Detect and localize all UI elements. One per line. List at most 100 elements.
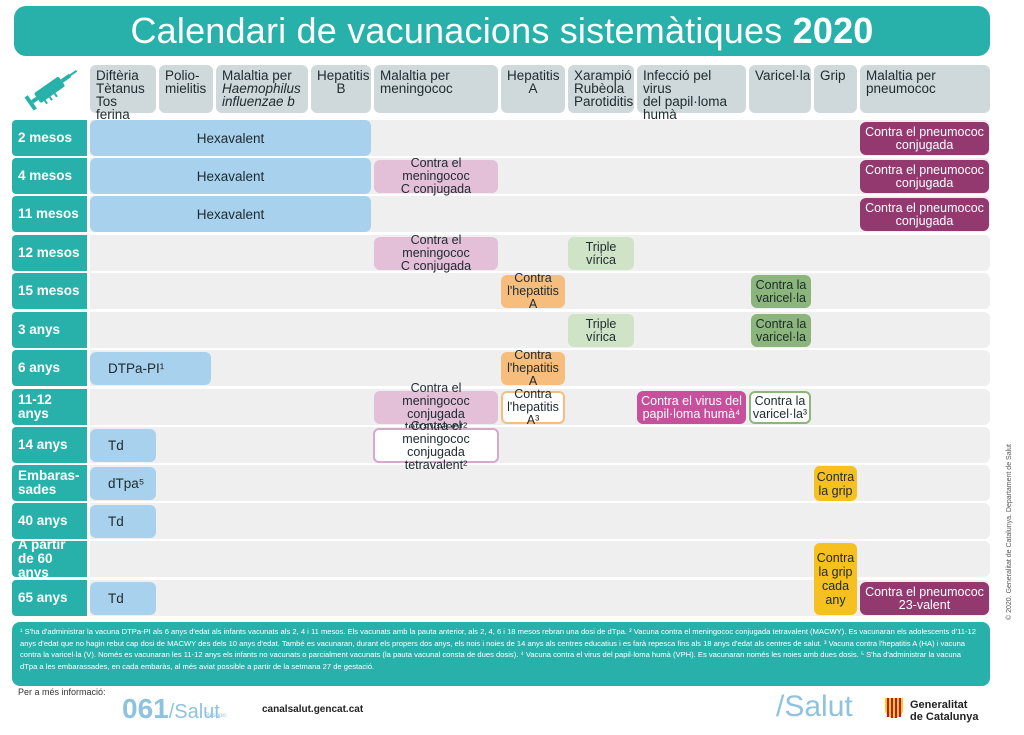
website-link[interactable]: canalsalut.gencat.cat [262, 704, 364, 715]
col-text: Haemophilus [222, 81, 301, 96]
col-header-polio: Polio- mielitis [159, 65, 213, 113]
salut-logo: /Salut [776, 690, 853, 723]
vaccine-pneumococ-conjugada: Contra el pneumococ conjugada [860, 122, 989, 155]
cell-text: Contra [514, 387, 552, 401]
col-header-vph: Infecció pel virus del papil·loma humà [637, 65, 746, 121]
footnote-line: anys d'edat que no hagin rebut cap dosi … [20, 638, 966, 648]
vaccine-vph: Contra el virus del papil·loma humà⁴ [637, 391, 746, 424]
col-text: Malaltia per [222, 68, 292, 83]
row-bg [90, 235, 990, 271]
row-label: 40 anys [12, 503, 87, 539]
cell-text: Contra el meningococ [402, 418, 470, 446]
cell-text: Contra la [755, 277, 807, 292]
col-header-hib: Malaltia per Haemophilus influenzae b [216, 65, 308, 113]
vaccine-hepatitis-a-catchup: Contra l'hepatitis A³ [501, 387, 565, 427]
col-header-hepb: Hepatitis B [311, 65, 371, 113]
logo-061-salut: 061/Salut [122, 693, 220, 725]
cell-text: any [825, 593, 846, 607]
col-text: Diftèria [96, 68, 139, 83]
vaccine-grip: Contra la grip [814, 466, 857, 501]
cell-text: Contra el virus del [641, 393, 742, 408]
row-label: 15 mesos [12, 273, 87, 309]
cell-text: la grip [818, 483, 853, 498]
row-bg [90, 503, 990, 539]
col-header-grip: Grip [814, 65, 857, 113]
col-text: Grip [820, 68, 846, 83]
row-label: 11-12 anys [12, 389, 87, 425]
col-text: Hepatitis [317, 68, 370, 83]
footnotes: ¹ S'ha d'administrar la vacuna DTPa-PI a… [12, 622, 990, 686]
vaccine-hexavalent: Hexavalent [90, 196, 371, 232]
vaccine-meningococ-c: Contra el meningococ C conjugada [374, 156, 498, 196]
col-header-hepa: Hepatitis A [501, 65, 565, 113]
cell-text: conjugada tetravalent² [404, 444, 468, 472]
col-text: Polio- [165, 68, 200, 83]
cell-text: varicel·la³ [752, 406, 808, 421]
row-label: 11 mesos [12, 196, 87, 232]
col-text: humà [643, 107, 677, 122]
row-label: 14 anys [12, 427, 87, 463]
vaccine-pneumococ-conjugada: Contra el pneumococ conjugada [860, 198, 989, 231]
row-label: A partir de 60 anys [12, 538, 87, 580]
generalitat-logo-text: Generalitat de Catalunya [910, 699, 978, 723]
footnote-line: contra la varicel·la (V). Només es vacun… [20, 650, 962, 659]
vaccine-hexavalent: Hexavalent [90, 120, 371, 156]
vaccine-td: Td [90, 582, 156, 615]
cell-text: Contra [816, 469, 855, 484]
row-bg [90, 427, 990, 463]
gen-line: de Catalunya [910, 711, 979, 723]
vaccine-td: Td [90, 505, 156, 538]
cell-text: papil·loma humà⁴ [642, 406, 741, 421]
row-label: 4 mesos [12, 158, 87, 194]
col-text: mielitis [165, 81, 207, 96]
vaccine-td: Td [90, 429, 156, 462]
syringe-icon [20, 62, 84, 114]
cell-text: Contra la [754, 393, 806, 408]
vaccine-triple-virica: Triple vírica [568, 314, 634, 347]
col-text: Rubèola [574, 81, 625, 96]
row-label: Embaras-sades [12, 465, 87, 501]
cell-text: Contra el pneumococ [865, 162, 984, 177]
col-text: Varicel·la [755, 68, 811, 83]
vaccine-pneumococ-conjugada: Contra el pneumococ conjugada [860, 160, 989, 193]
logo-respon: Respon [205, 713, 226, 719]
copyright-notice: © 2020. Generalitat de Catalunya. Depart… [1006, 444, 1013, 620]
col-text: Infecció pel virus [643, 68, 712, 96]
row-label: 65 anys [12, 580, 87, 616]
cell-text: Contra el pneumococ [865, 124, 984, 139]
page-title: Calendari de vacunacions sistemàtiques 2… [14, 6, 990, 56]
cell-text: l'hepatitis A³ [507, 400, 559, 427]
cell-text: varicel·la [755, 329, 806, 344]
col-header-dtp: Diftèria Tètanus Tos ferina [90, 65, 156, 121]
cell-text: cada [821, 579, 850, 593]
vaccine-hepatitis-a: Contra l'hepatitis A [501, 272, 565, 311]
vaccine-meningococ-tetravalent: Contra el meningococ conjugada tetravalen… [374, 381, 498, 433]
col-header-xrp: Xarampió Rubèola Parotiditis [568, 65, 634, 113]
cell-text: la grip [818, 565, 853, 579]
row-label: 3 anys [12, 312, 87, 348]
col-text: Malaltia per [866, 68, 936, 83]
vaccine-meningococ-tetravalent-catchup: Contra el meningococ conjugada tetravalen… [373, 419, 499, 471]
cell-text: Contra el meningococ [402, 156, 470, 183]
col-text: pneumococ [866, 81, 936, 96]
cell-text: conjugada [895, 175, 954, 190]
vaccine-hexavalent: Hexavalent [90, 158, 371, 194]
vaccine-varicella-catchup: Contra la varicel·la³ [749, 391, 811, 424]
col-text: Hepatitis [507, 68, 560, 83]
col-text: Xarampió [574, 68, 632, 83]
cell-text: C conjugada [400, 259, 472, 273]
col-text: A [528, 81, 538, 96]
cell-text: varicel·la [755, 290, 806, 305]
vaccine-meningococ-c: Contra el meningococ C conjugada [374, 234, 498, 273]
footnote-line: dTpa a les embarassades, en cada embaràs… [20, 661, 375, 671]
vaccine-dtpa: dTpa⁵ [90, 467, 156, 500]
row-label: 6 anys [12, 350, 87, 386]
cell-text: Contra el meningococ [402, 380, 470, 408]
col-text: del papil·loma [643, 94, 728, 109]
more-info-label: Per a més informació: [18, 687, 106, 697]
vaccine-grip-annual: Contra la grip cada any [814, 543, 857, 615]
col-header-varicella: Varicel·la [749, 65, 811, 113]
gen-line: Generalitat [910, 699, 968, 711]
vaccine-varicella: Contra la varicel·la [751, 314, 811, 347]
cell-text: l'hepatitis A [507, 361, 559, 388]
